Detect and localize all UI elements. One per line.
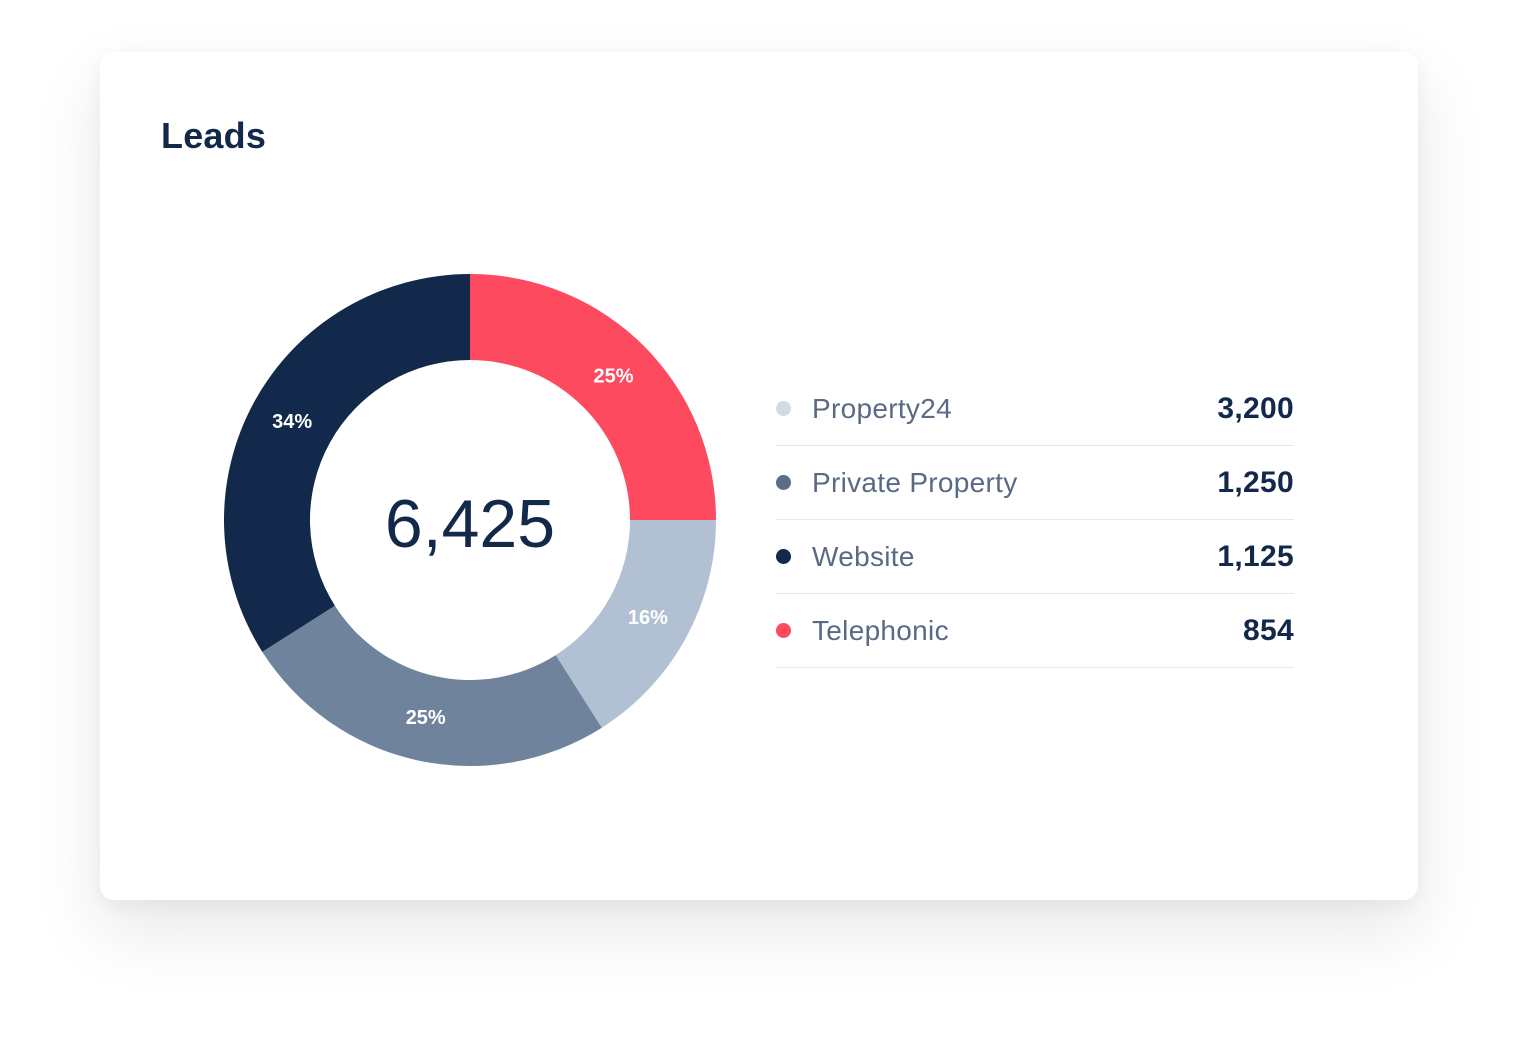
legend-item-private-property: Private Property 1,250 [776, 446, 1294, 520]
legend-label: Website [812, 540, 915, 572]
legend-value: 1,125 [1217, 539, 1294, 573]
card-title: Leads [161, 115, 267, 156]
legend-dot-icon [776, 623, 791, 638]
leads-card: Leads 25% 16% 25% 34% 6,425 Property24 3,200… [100, 52, 1418, 900]
legend-value: 1,250 [1217, 465, 1294, 499]
legend-item-telephonic: Telephonic 854 [776, 594, 1294, 668]
donut-slice-website [224, 274, 470, 652]
legend-value: 854 [1243, 613, 1294, 647]
donut-slice-private-property [262, 605, 602, 766]
slice-percent-label: 25% [406, 707, 446, 729]
donut-slice-property24 [555, 520, 716, 728]
donut-chart: 25% 16% 25% 34% 6,425 [224, 274, 716, 766]
legend-dot-icon [776, 549, 791, 564]
legend-dot-icon [776, 401, 791, 416]
slice-percent-label: 34% [272, 411, 312, 433]
chart-legend: Property24 3,200 Private Property 1,250 … [776, 372, 1294, 668]
legend-label: Telephonic [812, 614, 949, 646]
donut-slice-telephonic [470, 274, 716, 520]
slice-percent-label: 16% [628, 607, 668, 629]
slice-percent-label: 25% [594, 365, 634, 387]
legend-item-website: Website 1,125 [776, 520, 1294, 594]
legend-label: Private Property [812, 466, 1018, 498]
legend-dot-icon [776, 475, 791, 490]
legend-item-property24: Property24 3,200 [776, 372, 1294, 446]
donut-center-total: 6,425 [385, 486, 555, 562]
legend-value: 3,200 [1217, 391, 1294, 425]
legend-label: Property24 [812, 392, 952, 424]
